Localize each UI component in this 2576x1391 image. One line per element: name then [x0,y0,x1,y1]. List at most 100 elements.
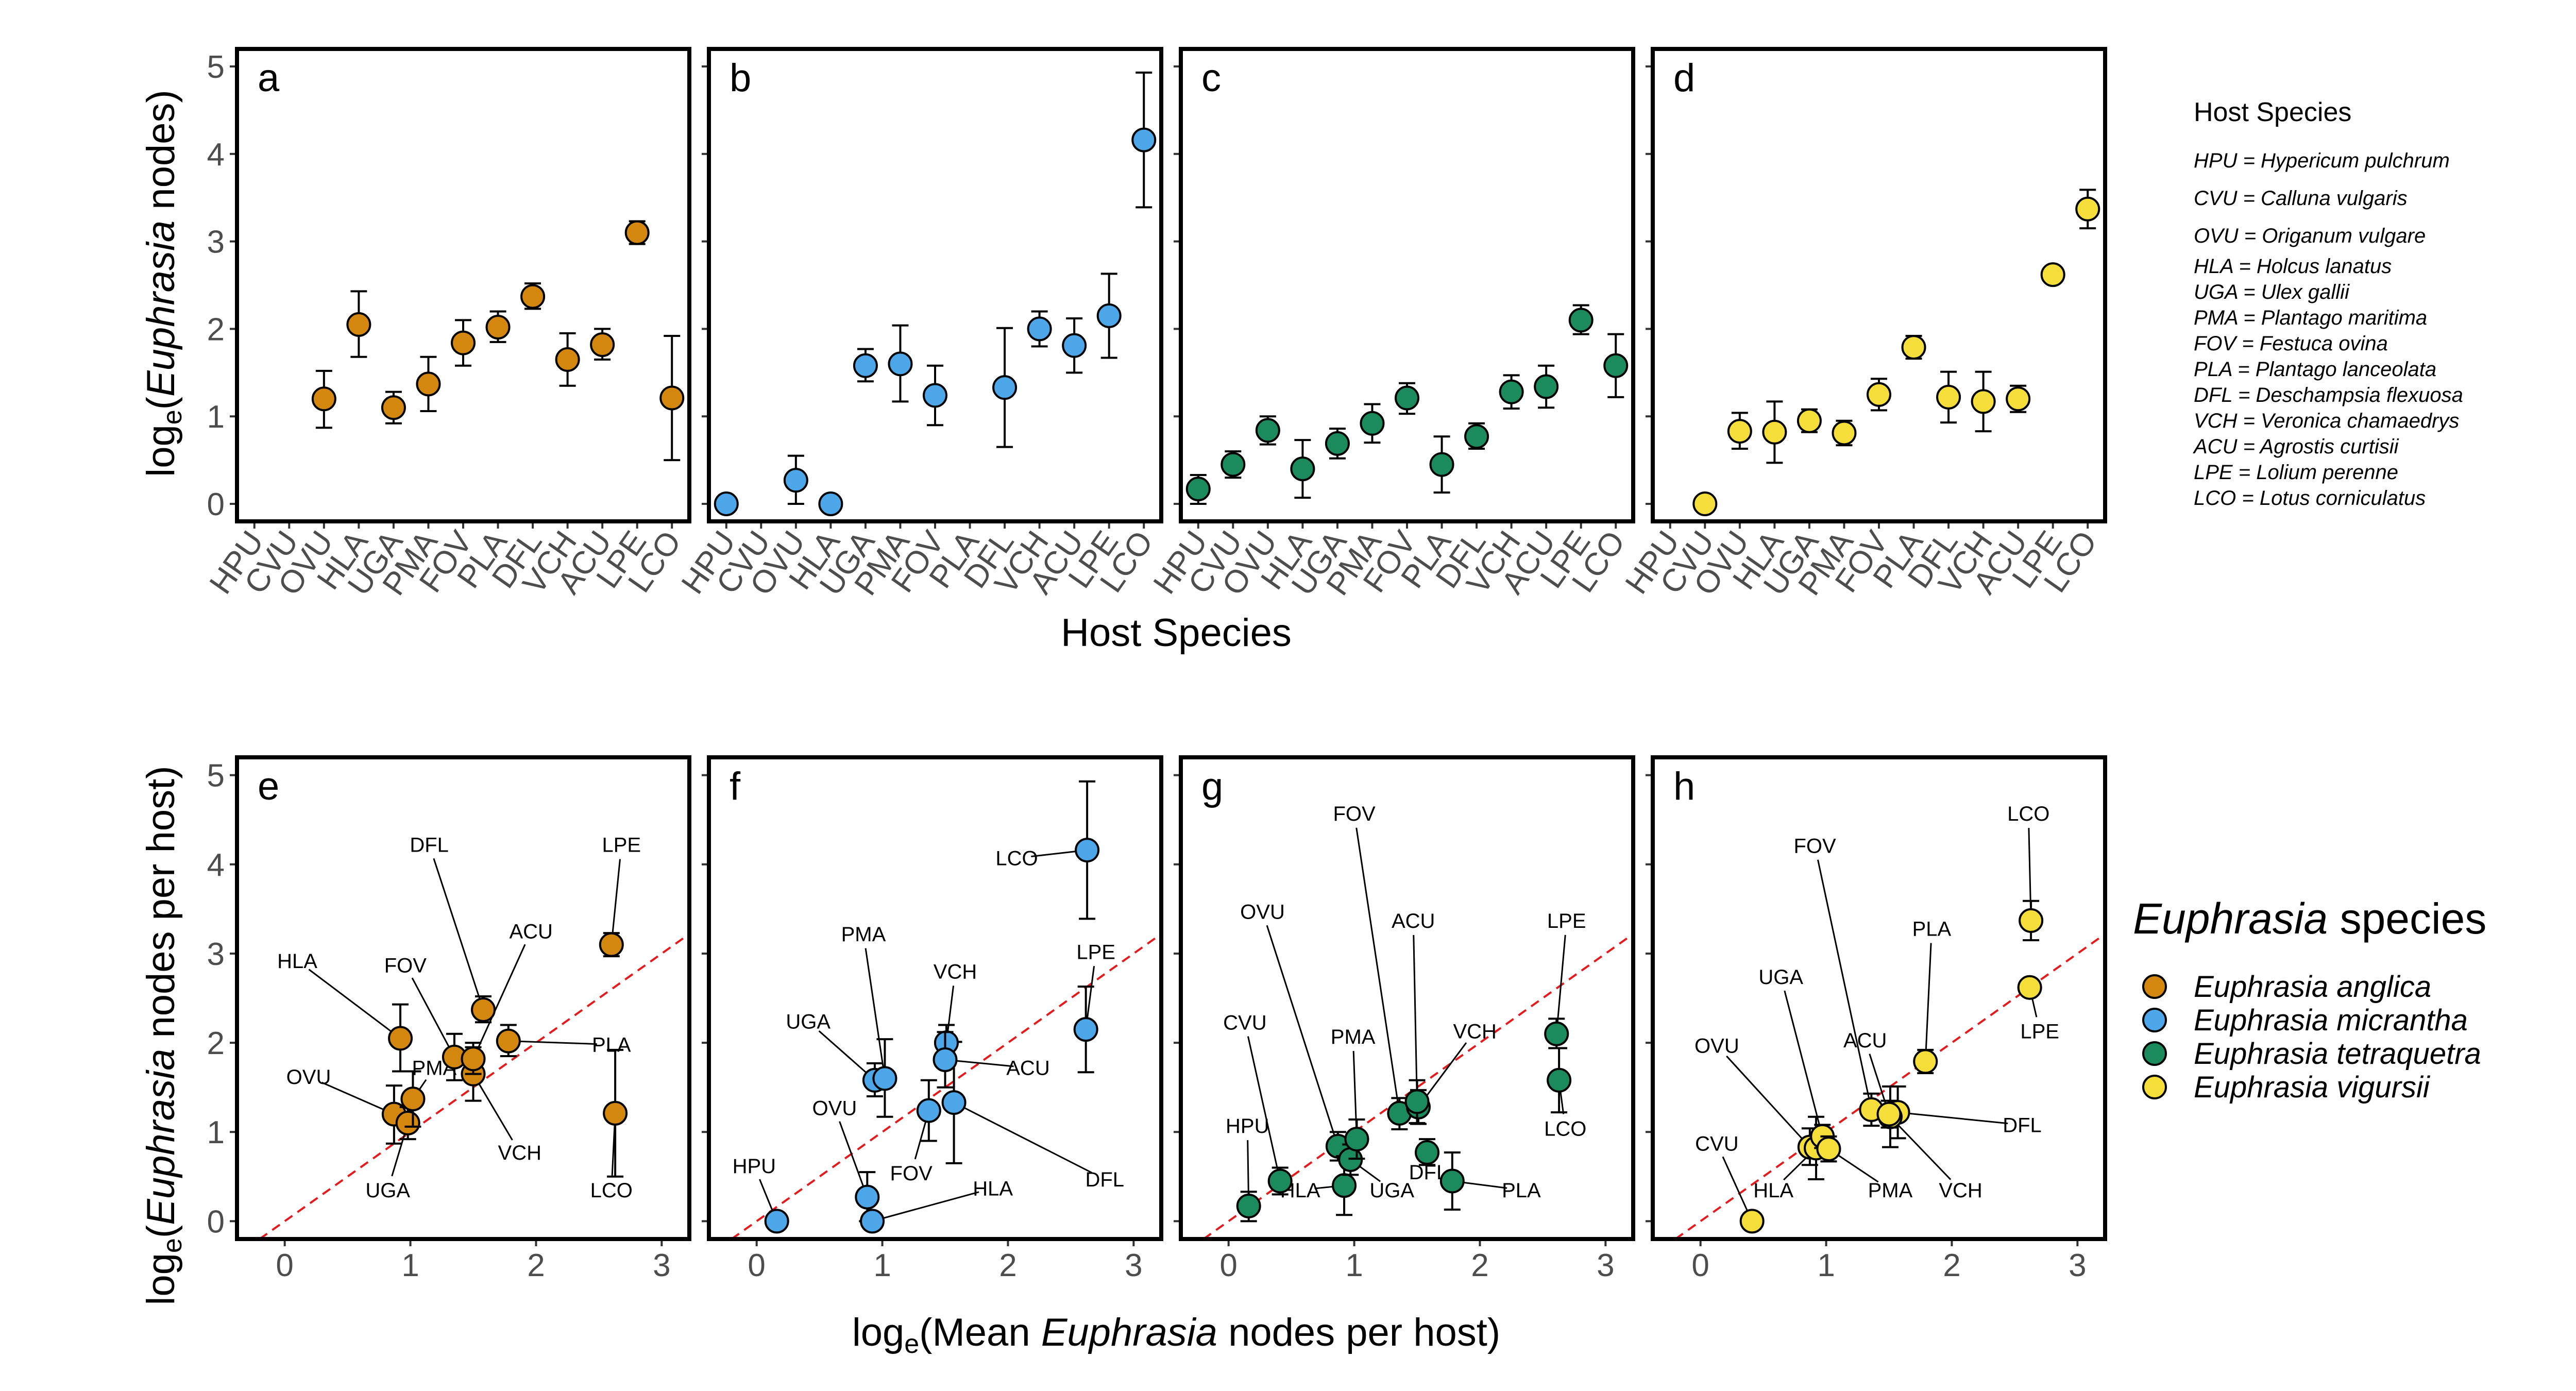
data-point [2006,386,2031,412]
host-legend-item: ACU = Agrostis curtisii [2193,435,2399,458]
point-label: LPE [1076,941,1115,963]
data-point [2075,196,2100,222]
label-leader-line [321,1081,395,1115]
label-leader-line [1817,859,1872,1110]
data-point [783,468,808,493]
label-leader-line [953,1101,1092,1174]
point-label: DFL [2003,1114,2042,1136]
panel-letter: a [258,56,280,100]
host-legend-item: CVU = Calluna vulgaris [2194,187,2408,210]
panel-h: 0 1 2 3 CVU OVU HLA UGA PMA FOV PLA DFL VCH ACU LPE LCO… [1646,755,2107,1283]
host-species-legend: Host Species HPU = Hypericum pulchrum CV… [2193,97,2463,510]
host-legend-item: UGA = Ulex gallii [2194,281,2350,303]
euphrasia-species-legend: Euphrasia species Euphrasia anglicaEuphr… [2133,894,2486,1104]
panel-frame [707,47,1163,523]
label-leader-line [1924,943,1932,1062]
host-legend-item: DFL = Deschampsia flexuosa [2194,384,2463,406]
data-point [853,353,878,378]
host-legend-item: FOV = Festuca ovina [2194,332,2388,355]
data-point [2040,262,2065,287]
label-leader-line [508,1040,597,1045]
label-leader-line [1555,935,1566,1034]
panel-letter: b [730,56,751,100]
y-tick-label: 0 [207,487,225,522]
point-label: UGA [1758,966,1803,989]
data-point [1096,303,1122,328]
point-label: LCO [995,847,1038,870]
data-point [1544,1021,1569,1046]
data-point [496,1028,521,1054]
point-label: DFL [410,834,449,857]
y-tick-label: 3 [207,937,225,972]
data-point [416,371,441,397]
y-tick-label: 4 [207,137,225,173]
data-point [1131,127,1157,152]
label-leader-line [433,858,484,1010]
label-leader-line [411,977,455,1058]
label-leader-line [1726,1055,1810,1148]
data-point [1832,420,1857,446]
data-point [1971,389,1996,414]
panel-frame [1651,755,2107,1241]
data-point [346,312,371,337]
panel-frame [1179,755,1635,1241]
data-point [599,932,624,957]
point-label: OVU [1240,901,1285,924]
data-point [714,491,739,517]
bottom-y-axis-title: loge(Euphrasia nodes per host) [139,766,188,1305]
panel-letter: c [1201,56,1221,100]
data-point [603,1100,628,1126]
data-point [1236,1193,1261,1218]
point-label: ACU [1006,1057,1049,1080]
data-point [1739,1209,1765,1234]
data-point [1439,1168,1465,1194]
data-point [1344,1127,1369,1152]
data-point [1499,379,1524,404]
data-point [941,1090,967,1115]
point-label: HLA [277,950,317,973]
y-tick-label: 1 [207,1115,225,1150]
data-point [1901,335,1926,360]
data-point [395,1110,420,1135]
x-tick-label: 2 [1943,1248,1960,1283]
point-label: FOV [384,954,427,977]
label-leader-line [839,1121,868,1198]
point-label: CVU [1223,1011,1266,1034]
data-point [1415,1140,1440,1165]
data-point [1325,431,1350,456]
point-label: FOV [1333,803,1376,825]
identity-line [259,933,690,1240]
point-label: ACU [509,921,552,943]
host-legend-item: VCH = Veronica chamaedrys [2194,410,2459,432]
label-leader-line [865,948,886,1079]
point-label: PMA [1331,1026,1376,1048]
point-label: UGA [786,1011,831,1033]
point-label: LCO [2007,803,2049,825]
species-legend-swatch [2142,1008,2167,1032]
host-legend-item: HPU = Hypericum pulchrum [2194,149,2450,172]
panel-frame [235,47,691,523]
data-point [1332,1173,1357,1198]
host-legend-item: LPE = Lolium perenne [2194,461,2398,484]
label-leader-line [872,1191,979,1222]
point-label: LPE [602,834,641,857]
data-point [485,315,511,340]
data-point [1797,408,1822,433]
data-point [461,1046,486,1072]
data-point [1073,1017,1098,1042]
y-tick-label: 1 [207,399,225,435]
y-tick-label: 5 [207,758,225,794]
y-tick-label: 0 [207,1204,225,1240]
data-point [2019,908,2044,933]
host-legend-item: OVU = Origanum vulgare [2194,225,2426,247]
label-leader-line [472,1073,513,1141]
x-tick-label: 3 [1597,1248,1614,1283]
label-leader-line [1266,925,1339,1147]
data-point [381,395,406,420]
data-point [1027,316,1052,342]
y-tick-label: 3 [207,225,225,260]
data-point [1255,418,1280,443]
